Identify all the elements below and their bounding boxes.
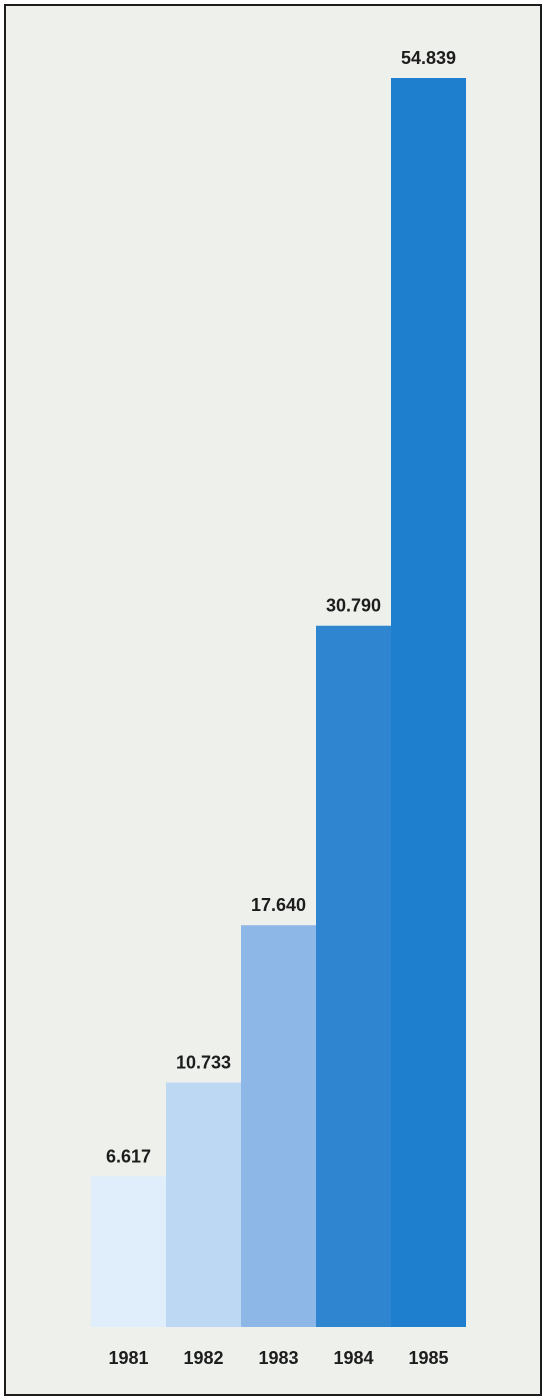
value-label-1983: 17.640: [251, 895, 306, 915]
x-tick-label-1985: 1985: [408, 1348, 448, 1368]
value-label-1982: 10.733: [176, 1053, 231, 1073]
bar-1982: [166, 1082, 241, 1327]
value-label-1985: 54.839: [401, 48, 456, 68]
x-tick-label-1981: 1981: [108, 1348, 148, 1368]
chart-frame: 6.617 10.733 17.640 30.790 54.839 1981 1982 19…: [4, 4, 542, 1396]
bar-1985: [391, 78, 466, 1327]
bar-1984: [316, 625, 391, 1327]
x-tick-label-1982: 1982: [183, 1348, 223, 1368]
bars-layer: [91, 78, 466, 1327]
x-tick-label-1984: 1984: [333, 1348, 373, 1368]
bar-1983: [241, 925, 316, 1327]
x-tick-label-1983: 1983: [258, 1348, 298, 1368]
value-label-1981: 6.617: [106, 1146, 151, 1166]
value-labels-layer: 6.617 10.733 17.640 30.790 54.839: [106, 48, 456, 1166]
value-label-1984: 30.790: [326, 596, 381, 616]
bar-1981: [91, 1176, 166, 1327]
tick-labels-layer: 1981 1982 1983 1984 1985: [108, 1348, 448, 1368]
